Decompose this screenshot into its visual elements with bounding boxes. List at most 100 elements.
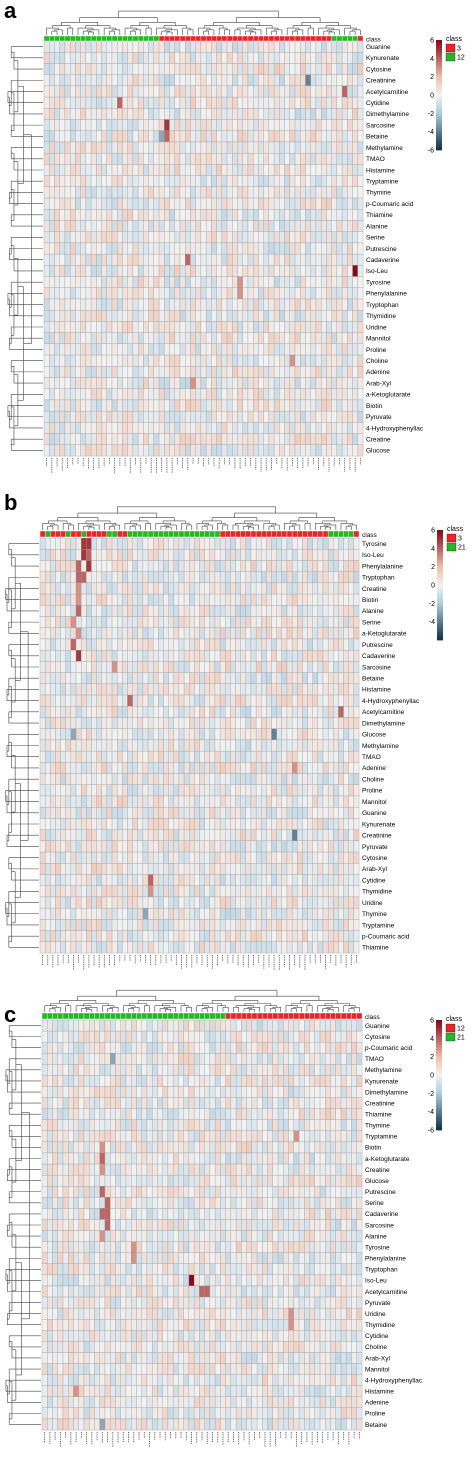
heatmap-cell [55,740,60,751]
heatmap-cell [96,220,101,231]
heatmap-cell [133,863,138,874]
heatmap-cell [232,198,237,209]
heatmap-cell [175,232,180,243]
heatmap-cell [102,265,107,276]
heatmap-cell [174,673,179,684]
heatmap-cell [308,830,313,841]
heatmap-cell [251,886,256,897]
heatmap-cell [323,830,328,841]
heatmap-cell [311,232,316,243]
heatmap-cell [91,265,96,276]
class-bar-cell [65,36,70,41]
heatmap-cell [163,673,168,684]
class-bar-cell [112,36,117,41]
heatmap-cell [55,762,60,773]
heatmap-cell [323,863,328,874]
heatmap-cell [54,232,59,243]
heatmap-cell [102,377,107,388]
heatmap-cell [45,897,50,908]
heatmap-cell [55,605,60,616]
heatmap-cell [326,366,331,377]
heatmap-cell [269,86,274,97]
heatmap-cell [70,108,75,119]
class-bar-cell [290,36,295,41]
heatmap-cell [269,389,274,400]
heatmap-cell [133,639,138,650]
heatmap-cell [163,919,168,930]
heatmap-cell [313,807,318,818]
color-scale-step [436,139,442,142]
heatmap-cell [227,75,232,86]
heatmap-cell [194,605,199,616]
heatmap-cell [185,288,190,299]
heatmap-cell [138,310,143,321]
heatmap-cell [163,740,168,751]
heatmap-cell [179,751,184,762]
heatmap-cell [164,209,169,220]
heatmap-cell [76,863,81,874]
heatmap-cell [236,560,241,571]
heatmap-cell [333,673,338,684]
heatmap-cell [344,583,349,594]
heatmap-cell [258,75,263,86]
heatmap-cell [158,695,163,706]
heatmap-cell [251,661,256,672]
heatmap-cell [170,142,175,153]
heatmap-cell [313,897,318,908]
heatmap-cell [251,605,256,616]
row-label: Thiamine [366,212,393,219]
heatmap-cell [91,706,96,717]
heatmap-cell [201,120,206,131]
heatmap-cell [65,176,70,187]
heatmap-cell [55,639,60,650]
heatmap-cell [210,617,215,628]
heatmap-cell [321,97,326,108]
heatmap-cell [201,52,206,63]
heatmap-cell [210,796,215,807]
heatmap-cell [158,818,163,829]
heatmap-cell [60,63,65,74]
heatmap-cell [201,232,206,243]
heatmap-cell [44,445,49,456]
heatmap-cell [258,355,263,366]
heatmap-cell [354,560,359,571]
heatmap-cell [96,288,101,299]
heatmap-cell [189,774,194,785]
heatmap-cell [44,265,49,276]
heatmap-cell [60,389,65,400]
heatmap-cell [184,605,189,616]
heatmap-cell [311,164,316,175]
heatmap-cell [70,176,75,187]
heatmap-cell [102,344,107,355]
heatmap-cell [354,538,359,549]
heatmap-cell [277,931,282,942]
heatmap-cell [81,673,86,684]
heatmap-cell [292,830,297,841]
heatmap-cell [179,886,184,897]
heatmap-cell [243,97,248,108]
heatmap-cell [305,97,310,108]
heatmap-cell [158,560,163,571]
heatmap-cell [210,572,215,583]
heatmap-cell [122,288,127,299]
heatmap-cell [158,673,163,684]
heatmap-cell [311,120,316,131]
heatmap-cell [112,886,117,897]
heatmap-cell [91,277,96,288]
heatmap-cell [243,120,248,131]
heatmap-cell [112,874,117,885]
heatmap-cell [358,176,363,187]
heatmap-cell [266,863,271,874]
class-bar-cell [300,36,305,41]
heatmap-cell [180,108,185,119]
heatmap-cell [258,198,263,209]
heatmap-cell [300,366,305,377]
heatmap-cell [102,422,107,433]
heatmap-cell [65,52,70,63]
heatmap-cell [279,389,284,400]
heatmap-cell [159,176,164,187]
heatmap-cell [61,785,66,796]
heatmap-cell [287,818,292,829]
heatmap-cell [328,572,333,583]
heatmap-cell [49,254,54,265]
